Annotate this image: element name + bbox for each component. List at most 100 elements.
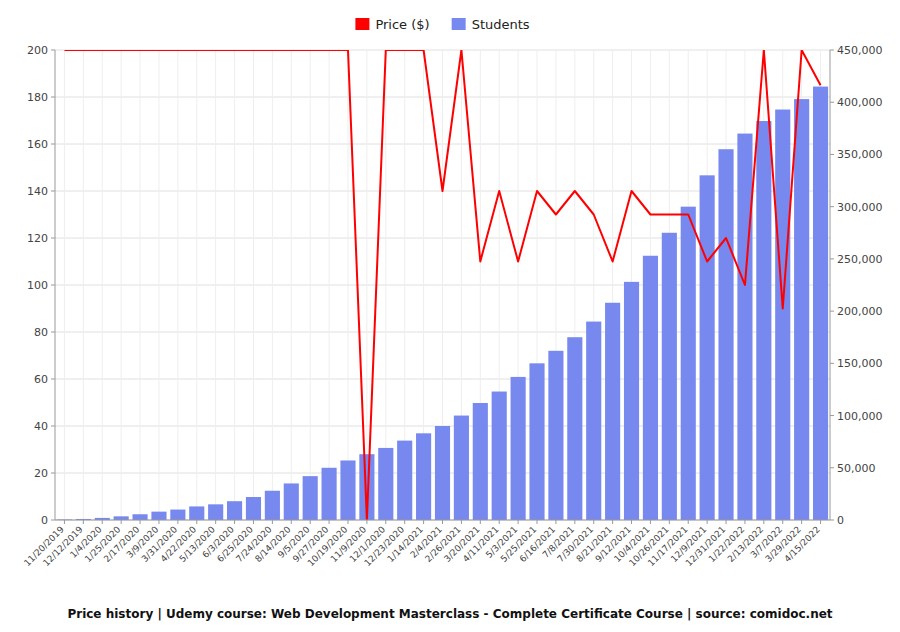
bar (605, 303, 620, 520)
grid-line-x (64, 50, 65, 520)
x-tick (820, 520, 821, 524)
bar (756, 121, 771, 520)
x-tick (593, 520, 594, 524)
x-tick-label: 4/15/2022 (782, 524, 822, 564)
bar (473, 403, 488, 520)
legend-label: Students (472, 17, 530, 32)
legend: Price ($) Students (355, 17, 529, 32)
bar (435, 426, 450, 520)
bar (492, 392, 507, 520)
x-tick (121, 520, 122, 524)
y-tick-label: 60 (34, 373, 48, 386)
bar (454, 416, 469, 520)
bar (151, 512, 166, 520)
x-tick (291, 520, 292, 524)
bar (511, 377, 526, 520)
bar (340, 460, 355, 520)
bar (813, 87, 828, 520)
grid-line-x (177, 50, 178, 520)
title: Price history | Udemy course: Web Develo… (67, 607, 832, 621)
y2-tick (830, 50, 834, 51)
x-tick (177, 520, 178, 524)
bar (133, 514, 148, 520)
x-tick (631, 520, 632, 524)
grid-line-x (196, 50, 197, 520)
grid-line-x (329, 50, 330, 520)
bar (624, 282, 639, 520)
bar (416, 433, 431, 520)
y-tick-label: 20 (34, 467, 48, 480)
plot-area (57, 50, 828, 520)
x-tick (612, 520, 613, 524)
bar (700, 175, 715, 520)
bar (170, 510, 185, 520)
x-tick (442, 520, 443, 524)
legend-swatch (355, 18, 369, 30)
y2-tick (830, 363, 834, 364)
bar (775, 110, 790, 520)
bar (227, 501, 242, 520)
y2-tick-label: 100,000 (837, 410, 883, 423)
x-tick (158, 520, 159, 524)
x-tick (404, 520, 405, 524)
y2-tick-label: 250,000 (837, 253, 883, 266)
x-tick (64, 520, 65, 524)
x-tick (574, 520, 575, 524)
grid-line-x (215, 50, 216, 520)
x-tick (650, 520, 651, 524)
grid-line-x (83, 50, 84, 520)
x-tick (461, 520, 462, 524)
y-tick-label: 200 (27, 44, 48, 57)
grid (55, 50, 830, 520)
grid-line-x (272, 50, 273, 520)
bar (737, 134, 752, 520)
grid-line-x (366, 50, 367, 520)
x-tick (518, 520, 519, 524)
bar (548, 351, 563, 520)
y2-tick (830, 415, 834, 416)
x-tick (272, 520, 273, 524)
bar (794, 99, 809, 520)
x-tick (253, 520, 254, 524)
y2-tick-label: 150,000 (837, 357, 883, 370)
x-tick (196, 520, 197, 524)
y2-tick-label: 50,000 (837, 462, 876, 475)
y-tick-label: 160 (27, 138, 48, 151)
bar (246, 497, 261, 520)
bar (378, 448, 393, 520)
bar-series (57, 87, 828, 520)
y-tick-label: 40 (34, 420, 48, 433)
x-tick (102, 520, 103, 524)
legend-label: Price ($) (375, 17, 429, 32)
grid-line-x (102, 50, 103, 520)
y-tick (51, 238, 55, 239)
x-tick (385, 520, 386, 524)
grid-line-x (234, 50, 235, 520)
bar (643, 256, 658, 520)
grid-line-x (121, 50, 122, 520)
x-tick (234, 520, 235, 524)
bar (189, 506, 204, 520)
x-tick (83, 520, 84, 524)
y-tick (51, 285, 55, 286)
x-tick (140, 520, 141, 524)
bar (567, 337, 582, 520)
legend-item: Price ($) (355, 17, 429, 32)
chart: 020406080100120140160180200050,000100,00… (0, 0, 900, 632)
y-tick (51, 144, 55, 145)
grid-line-x (140, 50, 141, 520)
bar (529, 363, 544, 520)
x-tick (215, 520, 216, 524)
y2-tick (830, 467, 834, 468)
x-tick (329, 520, 330, 524)
bar (586, 322, 601, 520)
x-tick (366, 520, 367, 524)
x-tick (763, 520, 764, 524)
bar (208, 504, 223, 520)
y-tick (51, 520, 55, 521)
y-tick (51, 191, 55, 192)
bar (303, 476, 318, 520)
x-tick (669, 520, 670, 524)
y2-tick-label: 0 (837, 514, 844, 527)
axes: 020406080100120140160180200050,000100,00… (22, 44, 882, 568)
